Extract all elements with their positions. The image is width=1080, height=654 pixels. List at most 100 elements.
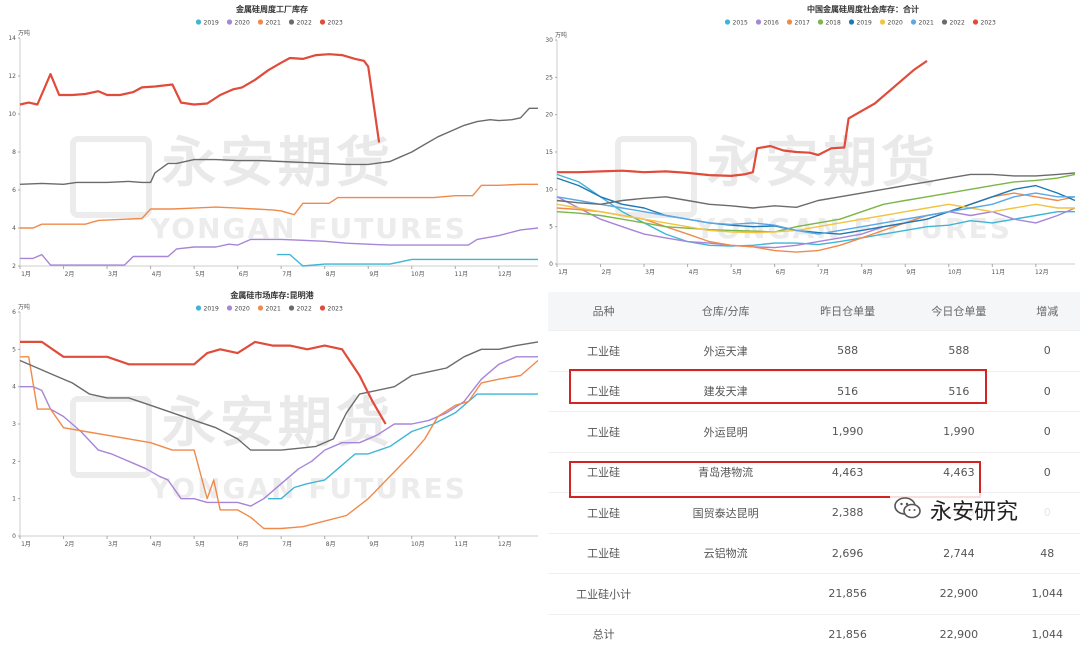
table-cell: 工业硅小计 — [548, 573, 660, 614]
series-line-2019 — [556, 177, 1076, 235]
x-tick-label: 11月 — [454, 541, 468, 548]
table-cell: 1,044 — [1014, 573, 1080, 614]
x-tick-label: 4月 — [152, 541, 162, 548]
table-cell: 总计 — [548, 613, 660, 654]
legend-swatch-2021 — [910, 19, 917, 25]
y-tick-label: 20 — [545, 112, 553, 119]
x-tick-label: 6月 — [239, 541, 249, 548]
table-cell: 0 — [1014, 330, 1080, 371]
series-line-2019 — [268, 393, 538, 500]
table-cell: 2,744 — [903, 532, 1015, 574]
y-tick-label: 2 — [12, 263, 16, 270]
legend-swatch-2021 — [257, 305, 264, 311]
x-tick-label: 6月 — [239, 271, 249, 278]
x-tick-label: 9月 — [369, 541, 379, 548]
legend-label-2016: 2016 — [764, 20, 779, 27]
x-tick-label: 11月 — [454, 271, 468, 278]
table-cell: 0 — [1014, 370, 1080, 412]
legend-label-2017: 2017 — [795, 20, 810, 27]
table-cell: 1,990 — [792, 411, 904, 452]
table-cell: 22,900 — [903, 573, 1015, 614]
series-line-2020 — [556, 203, 1075, 234]
x-tick-label: 6月 — [776, 269, 786, 276]
table-cell: 工业硅 — [548, 532, 660, 574]
legend-label-2022: 2022 — [297, 306, 312, 313]
x-tick-label: 7月 — [819, 269, 829, 276]
legend-label-2018: 2018 — [826, 20, 841, 27]
table-cell: 4,463 — [792, 451, 904, 493]
x-tick-label: 10月 — [411, 541, 425, 548]
legend-swatch-2022 — [288, 19, 295, 25]
series-line-2020 — [20, 227, 539, 266]
legend-swatch-2019 — [195, 305, 202, 311]
series-line-2022 — [19, 107, 538, 185]
x-tick-label: 9月 — [369, 271, 379, 278]
table-header-row: 品种 仓库/分库 昨日仓单量 今日仓单量 增减 — [548, 292, 1080, 331]
y-tick-label: 30 — [545, 37, 553, 44]
table-cell: 工业硅 — [548, 451, 660, 493]
x-tick-label: 1月 — [21, 541, 31, 548]
table-row: 总计 21,856 22,900 1,044 — [548, 613, 1080, 654]
y-tick-label: 8 — [12, 149, 16, 156]
legend-swatch-2017 — [786, 19, 793, 25]
series-line-2023 — [19, 53, 381, 143]
y-tick-label: 25 — [545, 74, 553, 81]
table-cell: 外运天津 — [659, 330, 793, 371]
legend-swatch-2019 — [848, 19, 855, 25]
chart-title: 金属硅市场库存:昆明港 — [229, 290, 314, 300]
legend-label-2023: 2023 — [981, 20, 996, 27]
x-tick-label: 12月 — [498, 271, 512, 278]
legend-label-2019: 2019 — [857, 20, 872, 27]
legend-swatch-2023 — [319, 19, 326, 25]
legend-label-2020: 2020 — [888, 20, 903, 27]
series-line-2021 — [556, 192, 1075, 235]
legend-swatch-2023 — [319, 305, 326, 311]
legend-label-2023: 2023 — [328, 306, 343, 313]
table-cell: 外运昆明 — [659, 411, 793, 452]
x-tick-label: 3月 — [645, 269, 655, 276]
table-cell: 2,388 — [792, 492, 904, 533]
y-unit-label: 万吨 — [18, 29, 30, 37]
x-tick-label: 5月 — [195, 271, 205, 278]
table-row: 工业硅 外运天津 588 588 0 — [548, 330, 1080, 371]
y-tick-label: 14 — [8, 35, 16, 42]
series-line-2023 — [20, 340, 387, 425]
table-cell: 21,856 — [792, 573, 904, 614]
legend-label-2019: 2019 — [204, 306, 219, 313]
legend-swatch-2022 — [941, 19, 948, 25]
x-tick-label: 8月 — [863, 269, 873, 276]
kunming-port-chart: 永安期货 YONGAN FUTURES 金属硅市场库存:昆明港 2019 2020 2… — [0, 286, 545, 556]
legend-swatch-2020 — [226, 305, 233, 311]
y-tick-label: 5 — [549, 224, 553, 231]
x-tick-label: 12月 — [1035, 269, 1049, 276]
table-cell: 1,990 — [903, 411, 1015, 452]
table-cell: 工业硅 — [548, 411, 660, 452]
x-tick-label: 8月 — [326, 271, 336, 278]
column-header: 增减 — [1014, 292, 1080, 331]
x-tick-label: 9月 — [906, 269, 916, 276]
legend-swatch-2023 — [972, 19, 979, 25]
y-tick-label: 1 — [12, 496, 16, 503]
series-line-2022 — [19, 341, 539, 451]
x-tick-label: 10月 — [411, 271, 425, 278]
x-tick-label: 2月 — [65, 541, 75, 548]
column-header: 今日仓单量 — [903, 292, 1015, 331]
table-cell: 建发天津 — [659, 370, 793, 412]
legend-swatch-2020 — [226, 19, 233, 25]
legend-label-2021: 2021 — [266, 306, 281, 313]
table-cell: 0 — [1014, 411, 1080, 452]
highlight-box-yunlv — [569, 461, 981, 498]
series-line-2022 — [556, 172, 1076, 209]
table-cell: 工业硅 — [548, 492, 660, 533]
x-tick-label: 8月 — [326, 541, 336, 548]
kunming-port-svg: 金属硅市场库存:昆明港 2019 2020 2021 2022 2023 万吨 0 1 2 3 4 5 6… — [12, 290, 539, 548]
table-cell — [659, 613, 793, 654]
table-cell: 516 — [792, 370, 904, 412]
legend-label-2020: 2020 — [235, 306, 250, 313]
x-tick-label: 3月 — [108, 541, 118, 548]
series-line-2018 — [556, 173, 1076, 233]
y-tick-label: 2 — [12, 458, 16, 465]
x-tick-label: 3月 — [108, 271, 118, 278]
table-cell: 云铝物流 — [659, 532, 793, 574]
